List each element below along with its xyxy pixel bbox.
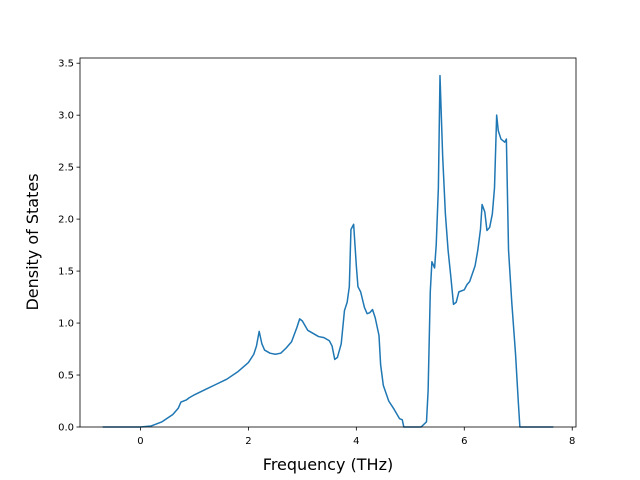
plot-frame	[79, 57, 577, 428]
y-tick-label: 2.5	[58, 163, 74, 174]
y-tick-label: 1.5	[58, 267, 74, 278]
y-tick-label: 3.0	[58, 111, 74, 122]
y-tick-label: 0.0	[58, 423, 74, 434]
x-tick-label: 8	[569, 436, 575, 447]
x-axis-label: Frequency (THz)	[263, 455, 393, 474]
y-axis-label: Density of States	[23, 173, 42, 310]
y-tick-label: 1.0	[58, 319, 74, 330]
x-tick-label: 4	[353, 436, 359, 447]
x-tick-label: 6	[461, 436, 467, 447]
x-tick-label: 0	[137, 436, 143, 447]
data-line	[102, 74, 554, 428]
x-tick-label: 2	[245, 436, 251, 447]
y-tick-label: 0.5	[58, 371, 74, 382]
y-tick-label: 3.5	[58, 59, 74, 70]
y-tick-label: 2.0	[58, 215, 74, 226]
